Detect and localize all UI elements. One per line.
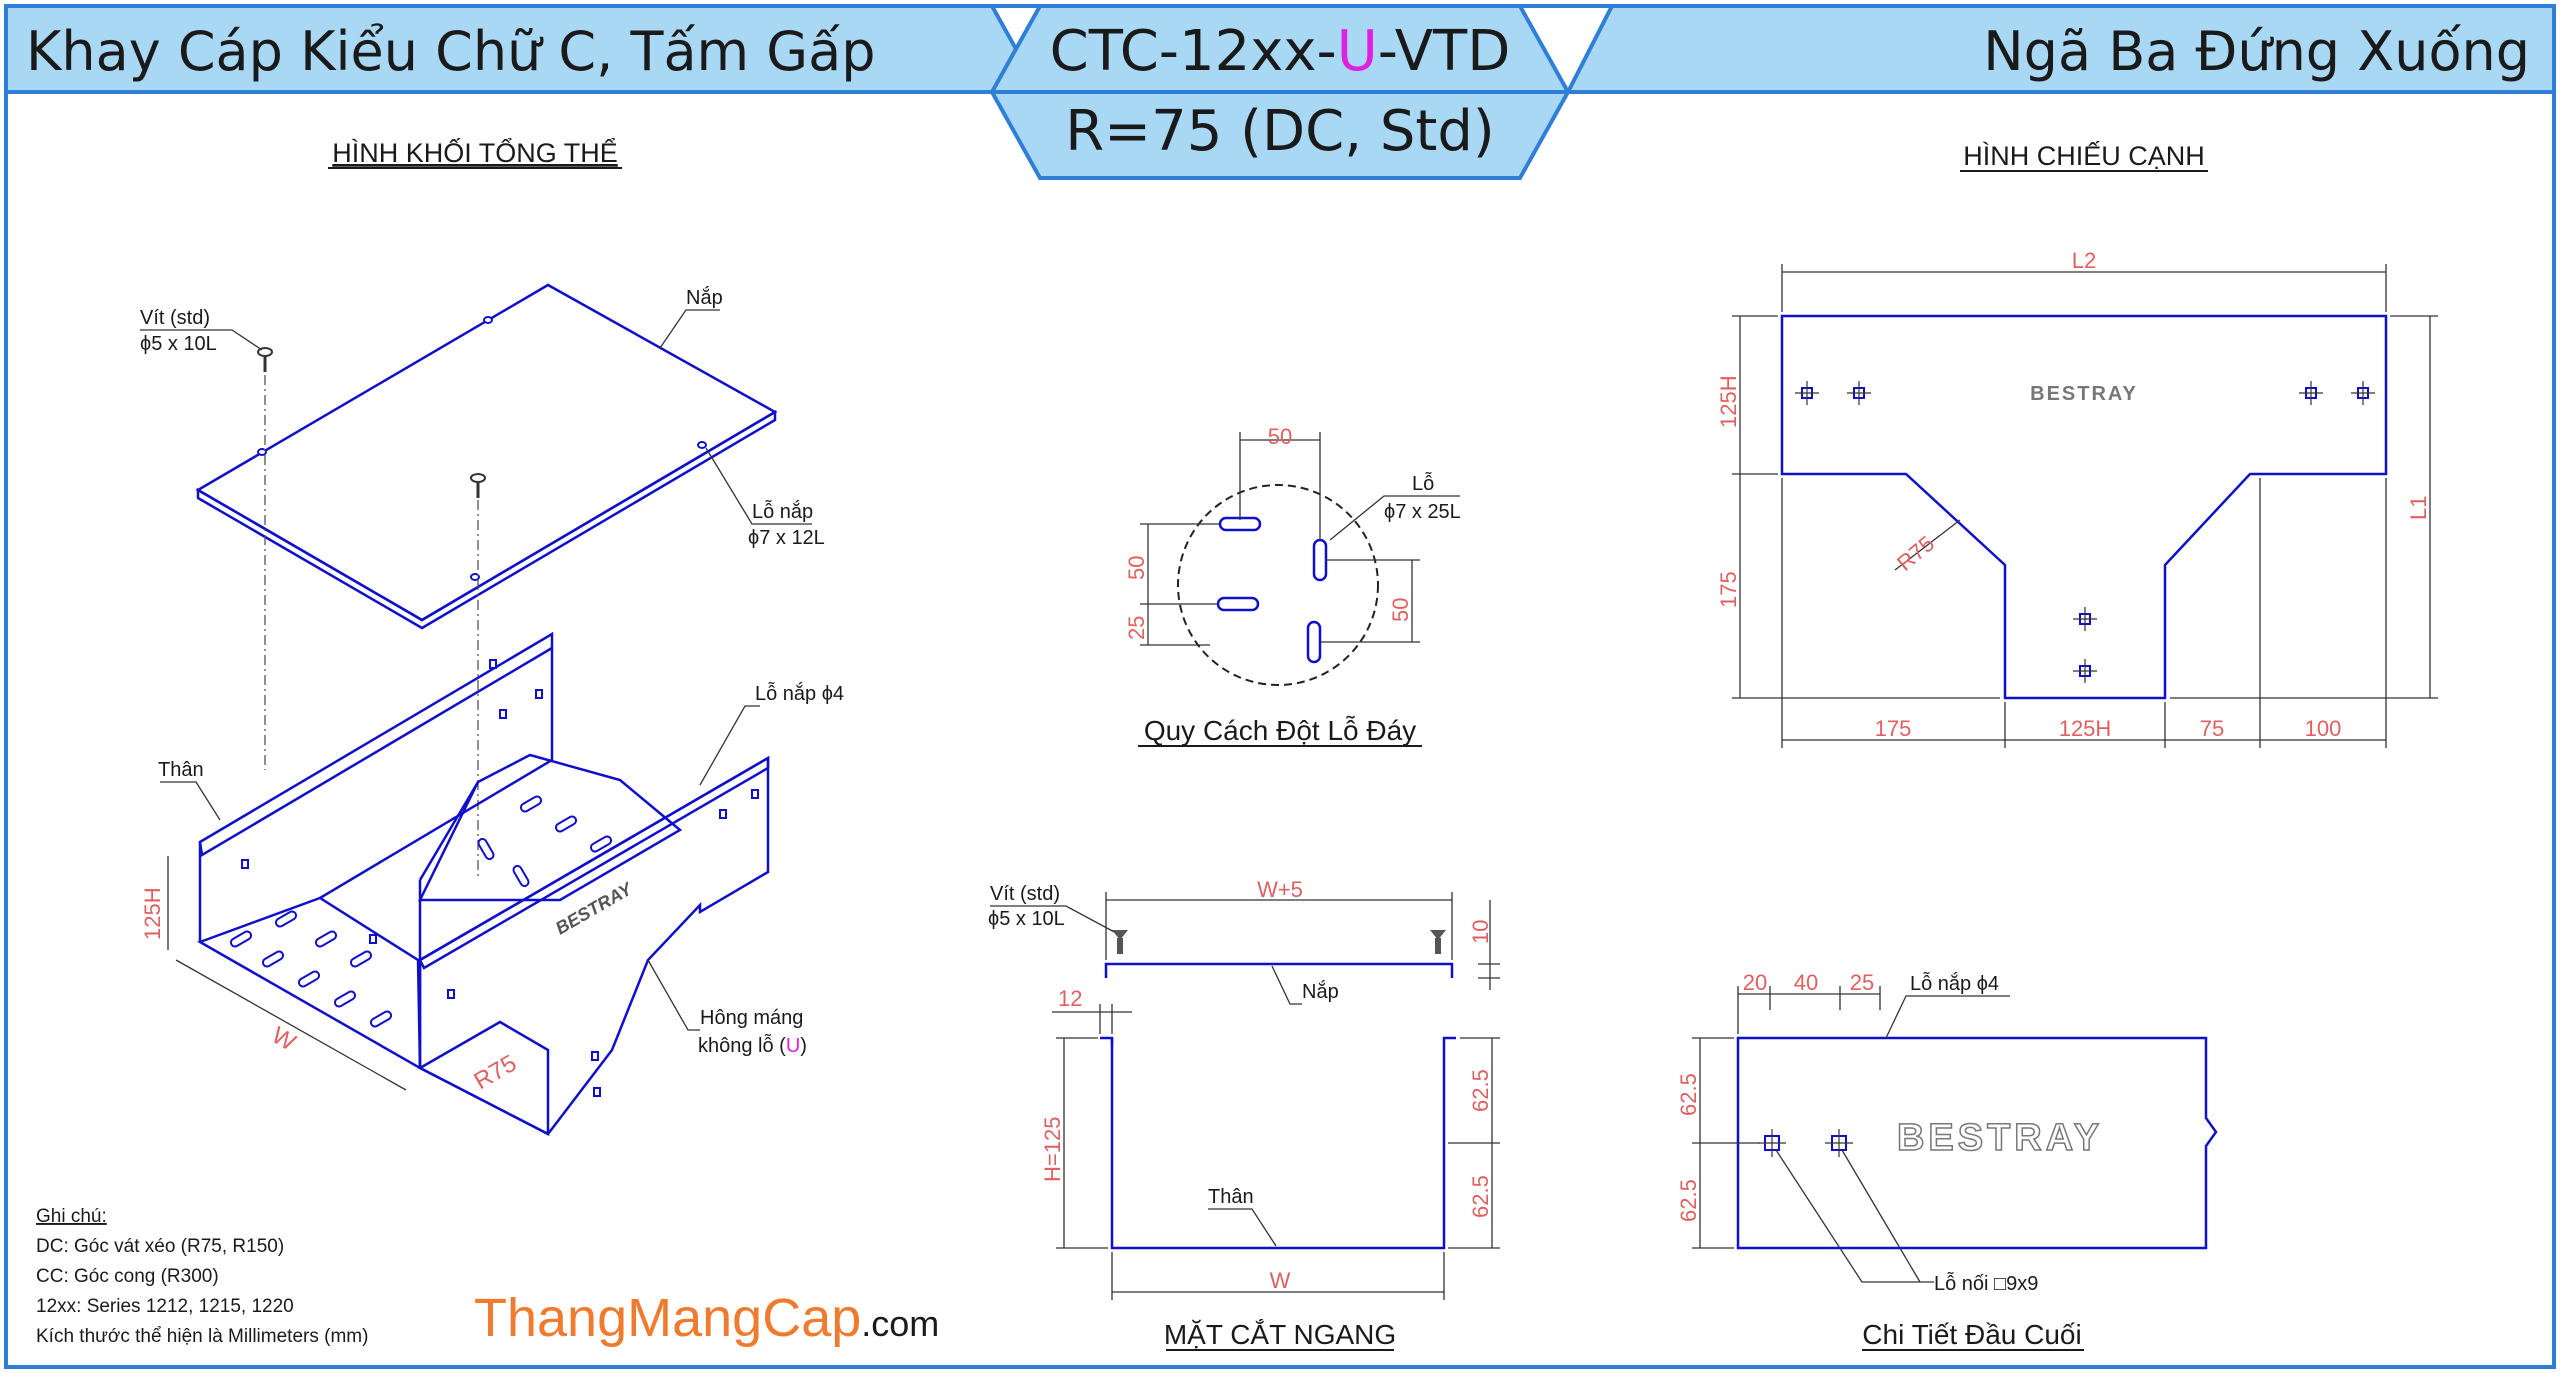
spec-label: R=75 (DC, Std): [1065, 99, 1494, 164]
side-bottom-dim-2: 125H: [2059, 716, 2112, 741]
side-bottom-dim-1: 175: [1875, 716, 1912, 741]
section-right-dim-1: 62.5: [1468, 1069, 1493, 1112]
title-block: Khay Cáp Kiểu Chữ C, Tấm Gấp CTC-12xx-U-…: [4, 4, 2556, 180]
iso-lid-hole-label: Lỗ nắp ϕ4: [755, 682, 844, 705]
brand-name: ThangMangCap: [474, 1288, 861, 1348]
side-bottom-dim-3: 75: [2200, 716, 2224, 741]
iso-cover-label: Nắp: [686, 286, 723, 309]
punch-view-title: Quy Cách Đột Lỗ Đáy: [1144, 715, 1416, 746]
cover-plate: [195, 283, 778, 622]
side-left-dim-1: 125H: [1716, 375, 1741, 428]
end-top-dim-3: 25: [1850, 970, 1874, 995]
tee-outline: [1780, 314, 2388, 700]
iso-view: HÌNH KHỐI TỔNG THỂ Vít (std) ϕ5 x 10L Nắ…: [140, 136, 844, 1137]
iso-height-dim: 125H: [140, 887, 165, 940]
screw-icon: [1112, 930, 1128, 954]
section-gap-dim: 10: [1468, 920, 1493, 944]
section-top-dim: W+5: [1257, 877, 1303, 902]
end-brand-mark: BESTRAY: [1897, 1117, 2103, 1159]
note-line: CC: Góc cong (R300): [36, 1266, 219, 1287]
iso-body-label: Thân: [158, 759, 204, 781]
end-top-dim-1: 20: [1743, 970, 1767, 995]
punch-top-dim: 50: [1268, 424, 1292, 449]
notes: Ghi chú: DC: Góc vát xéo (R75, R150) CC:…: [36, 1206, 368, 1347]
end-outline: [1736, 1036, 2218, 1250]
left-title: Khay Cáp Kiểu Chữ C, Tấm Gấp: [26, 20, 876, 83]
note-line: 12xx: Series 1212, 1215, 1220: [36, 1296, 294, 1317]
end-view-title: Chi Tiết Đầu Cuối: [1862, 1319, 2081, 1350]
iso-screw-label: Vít (std): [140, 307, 210, 329]
section-body-label: Thân: [1208, 1186, 1254, 1208]
section-screw-label: Vít (std): [990, 883, 1060, 905]
punch-left-dim-2: 25: [1124, 616, 1149, 640]
section-bottom-dim: W: [1270, 1268, 1291, 1293]
iso-side-note-2: không lỗ (U): [698, 1034, 807, 1057]
end-top-dim-2: 40: [1794, 970, 1818, 995]
right-title: Ngã Ba Đứng Xuống: [1983, 20, 2530, 83]
section-height-dim: H=125: [1040, 1117, 1065, 1182]
end-lid-hole-label: Lỗ nắp ϕ4: [1910, 972, 1999, 995]
sheet-border: [4, 4, 2556, 1369]
section-view-title: MẶT CẮT NGANG: [1164, 1319, 1396, 1350]
product-code: CTC-12xx-U-VTD: [1050, 19, 1511, 84]
slot-hole: [1306, 620, 1322, 664]
section-right-dim-2: 62.5: [1468, 1175, 1493, 1218]
punch-left-dim-1: 50: [1124, 556, 1149, 580]
iso-side-note-1: Hông máng: [700, 1007, 803, 1029]
punch-view: 50 50 25 50 Lỗ ϕ7 x 25L Quy Cách Đột Lỗ …: [1124, 424, 1461, 747]
screw-icon: [257, 347, 273, 372]
end-left-dim-2: 62.5: [1676, 1179, 1701, 1222]
iso-radius-dim: R75: [470, 1050, 522, 1095]
notes-heading: Ghi chú:: [36, 1206, 107, 1227]
screw-icon: [1430, 930, 1446, 954]
code-variant: U: [1337, 19, 1378, 84]
side-radius-dim: R75: [1892, 531, 1939, 576]
section-view: Vít (std) ϕ5 x 10L W+5 10 12 Nắp H=125 6…: [988, 877, 1500, 1351]
code-suffix: -VTD: [1378, 19, 1511, 84]
iso-cover-hole-size: ϕ7 x 12L: [748, 527, 825, 549]
side-bottom-dim-4: 100: [2305, 716, 2342, 741]
screw-icon: [470, 473, 486, 498]
section-cover: [1104, 962, 1454, 978]
end-view: BESTRAY 20 40 25 Lỗ nắp ϕ4 62.5 62.5 Lỗ …: [1676, 970, 2218, 1351]
side-brand-mark: BESTRAY: [2030, 383, 2138, 405]
code-prefix: CTC-12xx-: [1050, 19, 1337, 84]
punch-right-dim: 50: [1388, 598, 1413, 622]
note-line: DC: Góc vát xéo (R75, R150): [36, 1236, 284, 1257]
end-left-dim-1: 62.5: [1676, 1073, 1701, 1116]
section-cover-label: Nắp: [1302, 980, 1339, 1003]
section-lip-dim: 12: [1058, 986, 1082, 1011]
punch-hole-label: Lỗ: [1412, 472, 1434, 495]
brand-tld: .com: [861, 1303, 939, 1344]
iso-screw-size: ϕ5 x 10L: [140, 333, 217, 355]
side-view-title: HÌNH CHIẾU CẠNH: [1963, 140, 2205, 171]
side-right-dim: L1: [2406, 496, 2431, 520]
section-body: [1100, 1036, 1456, 1250]
brand-logo: ThangMangCap.com: [474, 1288, 939, 1348]
punch-hole-size: ϕ7 x 25L: [1384, 501, 1461, 523]
iso-view-title: HÌNH KHỐI TỔNG THỂ: [332, 136, 618, 168]
side-view: HÌNH CHIẾU CẠNH BESTRAY L2 125H 175 L1: [1716, 140, 2438, 748]
iso-cover-hole-label: Lỗ nắp: [752, 500, 813, 523]
side-left-dim-2: 175: [1716, 571, 1741, 608]
side-top-dim: L2: [2072, 248, 2096, 273]
tray-body: [197, 631, 770, 1137]
slot-hole: [1312, 538, 1328, 582]
end-joint-hole-label: Lỗ nối □9x9: [1934, 1272, 2038, 1295]
section-screw-size: ϕ5 x 10L: [988, 908, 1065, 930]
note-line: Kích thước thể hiện là Millimeters (mm): [36, 1326, 368, 1347]
slot-hole: [1216, 596, 1260, 612]
